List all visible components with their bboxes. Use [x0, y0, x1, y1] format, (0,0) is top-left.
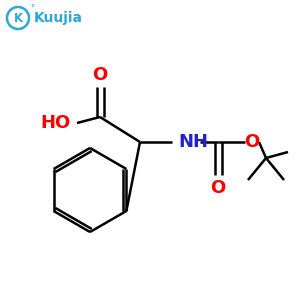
- Text: Kuujia: Kuujia: [34, 11, 83, 25]
- Text: O: O: [92, 66, 108, 84]
- Text: O: O: [210, 179, 226, 197]
- Text: NH: NH: [178, 133, 208, 151]
- Text: O: O: [244, 133, 260, 151]
- Text: HO: HO: [40, 114, 70, 132]
- Text: K: K: [14, 11, 22, 25]
- Text: °: °: [30, 4, 34, 14]
